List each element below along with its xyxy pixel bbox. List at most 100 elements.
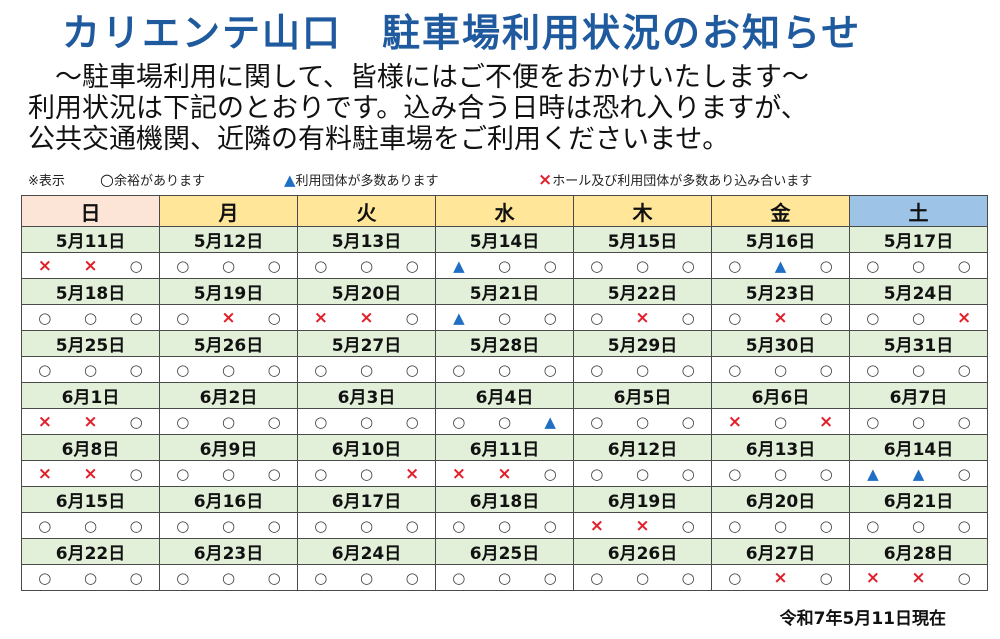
- crowded-cross-icon: ×: [865, 567, 880, 588]
- available-circle-icon: ○: [38, 360, 52, 379]
- date-cell: 6月1日: [21, 382, 160, 409]
- status-cell: ○ ○ ○: [573, 356, 712, 383]
- available-circle-icon: ○: [497, 308, 512, 327]
- date-row: 5月25日 5月26日 5月27日 5月28日 5月29日 5月30日 5月31日: [21, 330, 988, 357]
- intro-text: ～駐車場利用に関して、皆様にはご不便をおかけいたします～ 利用状況は下記のとおり…: [28, 62, 988, 155]
- crowded-cross-icon: ×: [451, 463, 466, 484]
- date-row: 5月11日 5月12日 5月13日 5月14日 5月15日 5月16日 5月17日: [21, 226, 988, 253]
- page-title: カリエンテ山口 駐車場利用状況のお知らせ: [62, 11, 862, 55]
- available-circle-icon: ○: [728, 464, 742, 483]
- available-circle-icon: ○: [359, 568, 374, 587]
- weekday-wed: 水: [435, 195, 574, 227]
- date-cell: 5月18日: [21, 278, 160, 305]
- available-circle-icon: ○: [267, 412, 281, 431]
- date-cell: 5月11日: [21, 226, 160, 253]
- available-circle-icon: ○: [957, 256, 971, 275]
- available-circle-icon: ○: [543, 360, 557, 379]
- date-cell: 6月26日: [573, 538, 712, 565]
- status-cell: × × ○: [435, 460, 574, 487]
- status-cell: ○ ○ ○: [435, 512, 574, 539]
- available-circle-icon: ○: [38, 568, 52, 587]
- status-cell: ○ ○ ○: [297, 564, 436, 591]
- date-cell: 6月18日: [435, 486, 574, 513]
- available-circle-icon: ○: [635, 360, 650, 379]
- weekday-sun: 日: [21, 195, 160, 227]
- available-circle-icon: ○: [405, 308, 419, 327]
- crowded-cross-icon: ×: [819, 411, 834, 432]
- available-circle-icon: ○: [267, 568, 281, 587]
- crowded-cross-icon: ×: [911, 567, 926, 588]
- date-cell: 6月12日: [573, 434, 712, 461]
- available-circle-icon: ○: [957, 516, 971, 535]
- status-cell: ○ ○ ×: [849, 304, 988, 331]
- available-circle-icon: ○: [314, 412, 328, 431]
- available-circle-icon: ○: [773, 412, 788, 431]
- date-row: 6月15日 6月16日 6月17日 6月18日 6月19日 6月20日 6月21日: [21, 486, 988, 513]
- available-circle-icon: ○: [773, 464, 788, 483]
- available-circle-icon: ○: [590, 360, 604, 379]
- status-cell: × ○ ×: [711, 408, 850, 435]
- available-circle-icon: ○: [176, 412, 190, 431]
- date-cell: 5月25日: [21, 330, 160, 357]
- status-cell: ○ ○ ○: [573, 460, 712, 487]
- available-circle-icon: ○: [681, 308, 695, 327]
- available-circle-icon: ○: [819, 256, 833, 275]
- crowded-cross-icon: ×: [405, 463, 420, 484]
- date-cell: 6月13日: [711, 434, 850, 461]
- crowded-cross-icon: ×: [635, 307, 650, 328]
- crowded-cross-icon: ×: [589, 515, 604, 536]
- crowded-cross-icon: ×: [635, 515, 650, 536]
- available-circle-icon: ○: [497, 256, 512, 275]
- available-circle-icon: ○: [957, 412, 971, 431]
- available-circle-icon: ○: [635, 256, 650, 275]
- available-circle-icon: ○: [681, 516, 695, 535]
- date-cell: 6月24日: [297, 538, 436, 565]
- calendar-body: 5月11日 5月12日 5月13日 5月14日 5月15日 5月16日 5月17日 × × ○ ○ ○…: [21, 226, 988, 591]
- available-circle-icon: ○: [957, 464, 971, 483]
- weekday-fri: 金: [711, 195, 850, 227]
- available-circle-icon: ○: [543, 516, 557, 535]
- available-circle-icon: ○: [129, 568, 143, 587]
- date-cell: 5月17日: [849, 226, 988, 253]
- status-row: ○ ○ ○ ○ ○ ○ ○ ○ ○ ○ ○ ○ ○ ○ ○ ○ ○ ○ ○ ○ ○: [21, 356, 988, 383]
- crowded-cross-icon: ×: [497, 463, 512, 484]
- legend-prefix: ※表示: [28, 174, 65, 189]
- available-circle-icon: ○: [129, 256, 143, 275]
- available-circle-icon: ○: [359, 516, 374, 535]
- date-cell: 6月4日: [435, 382, 574, 409]
- status-cell: ○ × ○: [711, 304, 850, 331]
- date-cell: 6月21日: [849, 486, 988, 513]
- available-circle-icon: ○: [38, 516, 52, 535]
- circle-icon: ○: [100, 170, 114, 189]
- available-circle-icon: ○: [819, 568, 833, 587]
- weekday-sat: 土: [849, 195, 988, 227]
- status-cell: ○ ○ ○: [849, 356, 988, 383]
- available-circle-icon: ○: [681, 412, 695, 431]
- date-cell: 6月23日: [159, 538, 298, 565]
- crowded-cross-icon: ×: [221, 307, 236, 328]
- many-groups-triangle-icon: ▲: [453, 256, 465, 275]
- available-circle-icon: ○: [267, 308, 281, 327]
- available-circle-icon: ○: [221, 256, 236, 275]
- date-cell: 6月15日: [21, 486, 160, 513]
- as-of-date: 令和7年5月11日現在: [779, 609, 946, 629]
- available-circle-icon: ○: [911, 412, 926, 431]
- date-cell: 6月20日: [711, 486, 850, 513]
- available-circle-icon: ○: [221, 412, 236, 431]
- available-circle-icon: ○: [405, 412, 419, 431]
- crowded-cross-icon: ×: [773, 307, 788, 328]
- available-circle-icon: ○: [267, 516, 281, 535]
- date-row: 6月1日 6月2日 6月3日 6月4日 6月5日 6月6日 6月7日: [21, 382, 988, 409]
- status-row: ○ ○ ○ ○ ○ ○ ○ ○ ○ ○ ○ ○ × × ○ ○ ○ ○ ○ ○ ○: [21, 512, 988, 539]
- weekday-mon: 月: [159, 195, 298, 227]
- date-cell: 6月8日: [21, 434, 160, 461]
- available-circle-icon: ○: [911, 360, 926, 379]
- status-cell: ○ ○ ○: [297, 512, 436, 539]
- intro-line: 公共交通機関、近隣の有料駐車場をご利用くださいませ。: [28, 124, 730, 155]
- available-circle-icon: ○: [590, 308, 604, 327]
- available-circle-icon: ○: [83, 516, 98, 535]
- date-cell: 6月17日: [297, 486, 436, 513]
- status-cell: ○ ○ ○: [711, 512, 850, 539]
- available-circle-icon: ○: [590, 412, 604, 431]
- status-row: × × ○ ○ ○ ○ ○ ○ ○ ▲ ○ ○ ○ ○ ○ ○ ▲ ○ ○ ○ ○: [21, 252, 988, 279]
